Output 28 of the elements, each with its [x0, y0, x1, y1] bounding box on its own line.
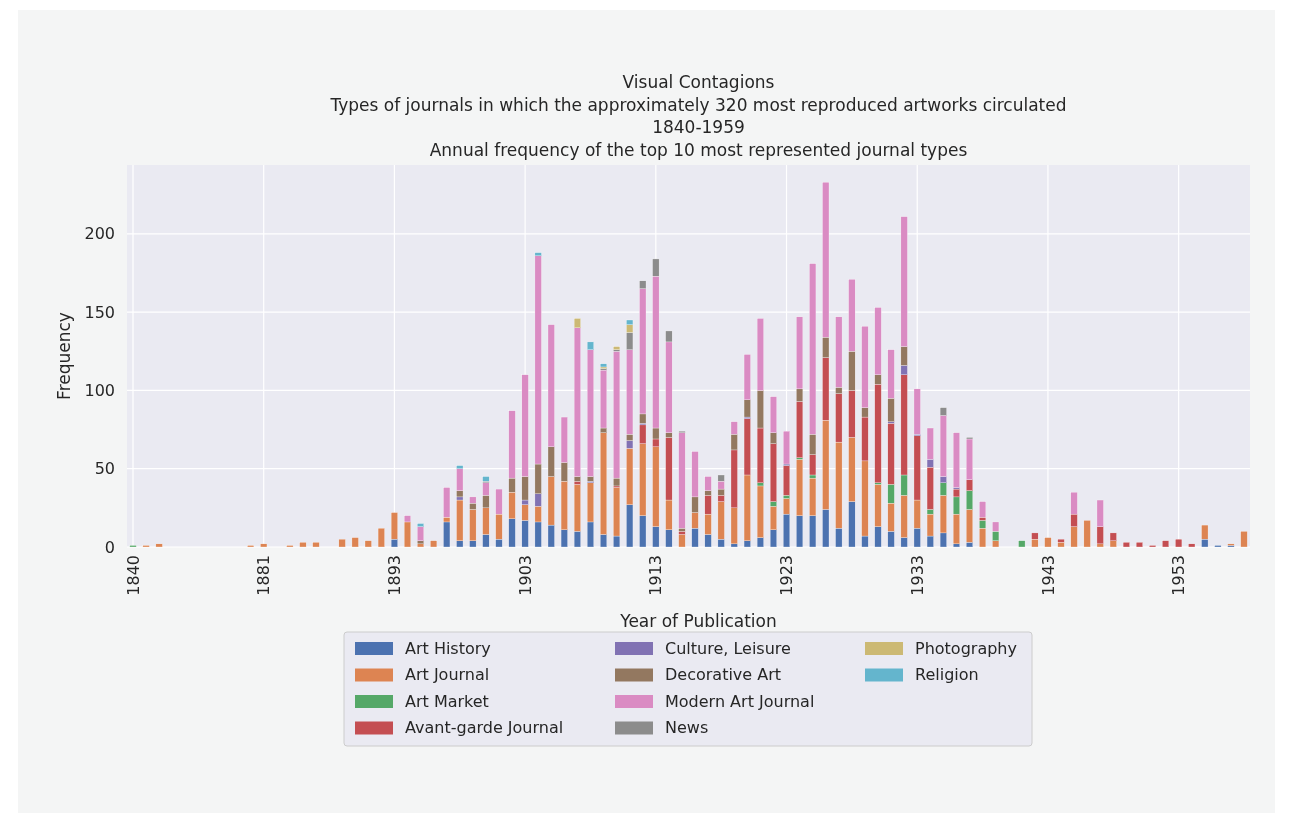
x-tick-label: 1923 — [777, 555, 797, 596]
x-tick-label: 1903 — [515, 555, 535, 596]
legend-label: Art Journal — [405, 665, 490, 685]
y-tick-label: 0 — [104, 537, 115, 557]
x-axis-title: Year of Publication — [619, 611, 777, 631]
legend-label: Art History — [405, 638, 491, 658]
y-axis-title: Frequency — [54, 312, 74, 400]
chart-subtitle: Types of journals in which the approximately 320 most reproduced artworks circulated 1840-1959 Annual frequency of the top 10 most represented journal types — [329, 94, 1067, 160]
x-tick-label: 1943 — [1038, 555, 1058, 596]
y-tick-label: 100 — [84, 381, 115, 401]
legend-label: News — [665, 718, 709, 738]
y-tick-label: 200 — [84, 224, 115, 244]
y-tick-label: 50 — [94, 459, 115, 479]
chart-title: Visual Contagions — [622, 72, 775, 92]
legend-label: Decorative Art — [665, 665, 782, 685]
legend-label: Art Market — [405, 691, 489, 711]
x-tick-label: 1933 — [907, 555, 927, 596]
x-tick-label: 1840 — [123, 555, 143, 596]
x-tick-label: 1893 — [385, 555, 405, 596]
legend-label: Religion — [915, 665, 979, 685]
legend-label: Avant-garde Journal — [405, 718, 564, 738]
x-tick-label: 1913 — [646, 555, 666, 596]
x-tick-label: 1953 — [1169, 555, 1189, 596]
legend-label: Modern Art Journal — [665, 691, 815, 711]
legend-label: Photography — [915, 638, 1017, 658]
legend-label: Culture, Leisure — [665, 638, 791, 658]
x-tick-label: 1881 — [254, 555, 274, 596]
y-tick-label: 150 — [84, 302, 115, 322]
